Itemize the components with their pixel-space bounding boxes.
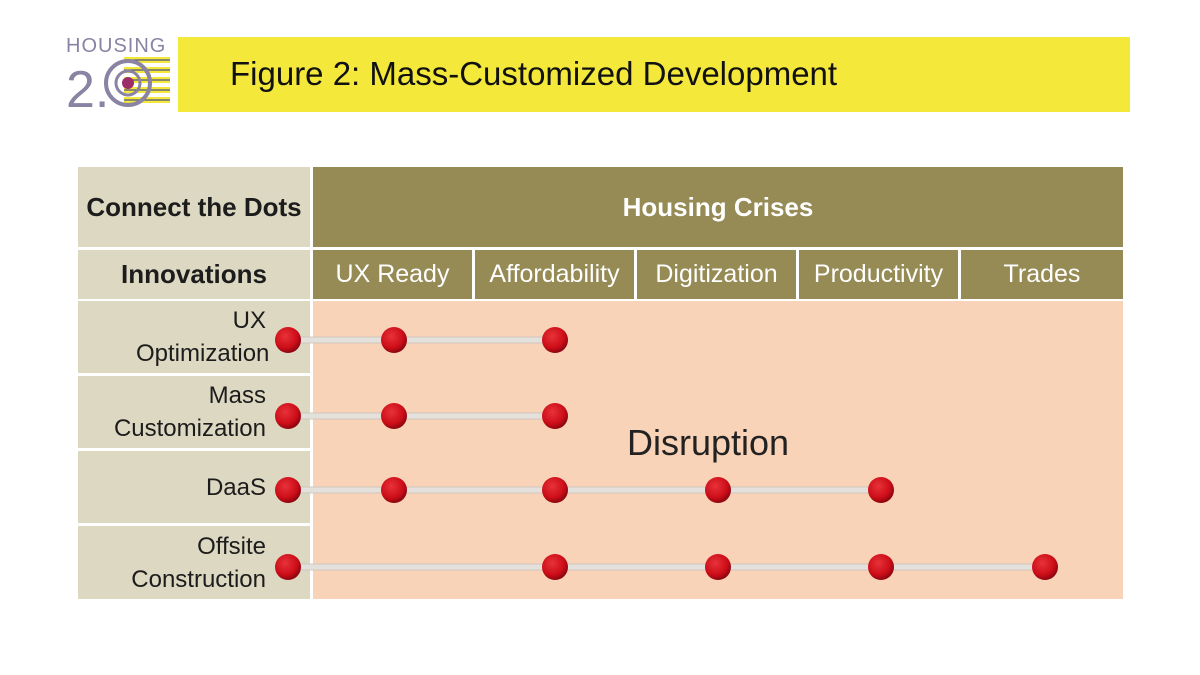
dot-marker xyxy=(381,477,407,503)
dot-marker xyxy=(542,327,568,353)
row-label: Offsite Construction xyxy=(78,526,310,599)
column-header: UX Ready xyxy=(313,250,472,299)
row-label-text: Offsite Construction xyxy=(131,532,266,593)
dot-marker xyxy=(868,554,894,580)
dot-marker xyxy=(381,327,407,353)
logo-word: HOUSING xyxy=(66,35,167,57)
disruption-label: Disruption xyxy=(627,422,790,463)
dot-marker xyxy=(275,477,301,503)
column-header: Affordability xyxy=(475,250,634,299)
header-housing-crises: Housing Crises xyxy=(313,167,1123,247)
column-header: Trades xyxy=(961,250,1123,299)
row-label-text: Mass Customization xyxy=(113,382,266,442)
dots-layer xyxy=(275,327,1058,580)
dot-marker xyxy=(868,477,894,503)
dot-marker xyxy=(275,403,301,429)
connector-line xyxy=(287,412,556,420)
dot-marker xyxy=(705,554,731,580)
row-label: Mass Customization xyxy=(78,376,310,448)
dot-marker xyxy=(542,477,568,503)
logo-graphic: 2. xyxy=(66,57,170,115)
page-title: Figure 2: Mass-Customized Development xyxy=(230,55,838,92)
connector-line xyxy=(287,486,882,494)
row-label-text: UX Optimization xyxy=(136,307,270,367)
innovations-label: Innovations xyxy=(78,250,310,299)
column-header: Productivity xyxy=(799,250,958,299)
dot-marker xyxy=(1032,554,1058,580)
row-label: DaaS xyxy=(78,451,310,523)
disruption-area xyxy=(313,301,1123,599)
dot-marker xyxy=(275,554,301,580)
corner-label: Connect the Dots xyxy=(78,167,310,247)
dot-marker xyxy=(381,403,407,429)
connector-line xyxy=(287,563,1046,571)
title-bar: Figure 2: Mass-Customized Development xyxy=(178,37,1130,112)
row-label-text: DaaS xyxy=(205,473,266,501)
column-header: Digitization xyxy=(637,250,796,299)
dot-marker xyxy=(542,554,568,580)
row-label: UX Optimization xyxy=(78,301,310,373)
dot-marker xyxy=(705,477,731,503)
dot-marker xyxy=(542,403,568,429)
dots-table: Connect the Dots Housing Crises Innovati… xyxy=(78,167,1123,599)
connector-line xyxy=(287,336,556,344)
dot-marker xyxy=(275,327,301,353)
logo-version: 2. xyxy=(66,61,109,115)
housing-logo: HOUSING 2. xyxy=(66,35,174,115)
